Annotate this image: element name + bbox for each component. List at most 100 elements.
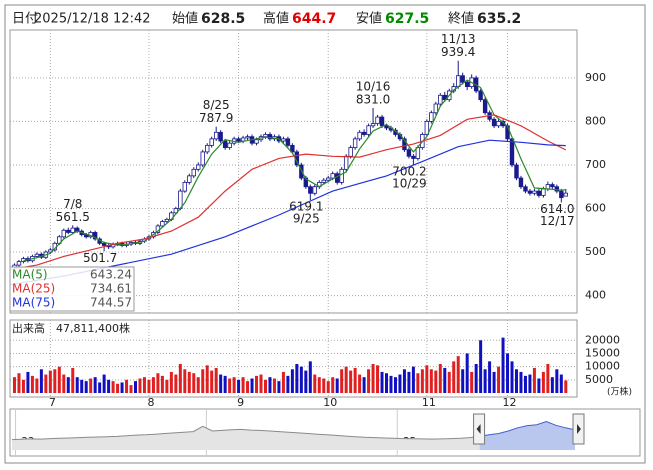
y-tick-label: 900 (585, 71, 606, 84)
volume-bar (219, 374, 223, 393)
volume-bar (349, 370, 353, 393)
candle-body (523, 186, 528, 192)
candle-body (541, 188, 546, 196)
candle-body (321, 179, 326, 183)
volume-bar (317, 377, 321, 393)
candle-body (366, 125, 371, 135)
ma-legend-name: MA(25) (12, 282, 55, 296)
volume-bar (183, 369, 187, 393)
ma-line (9, 139, 566, 286)
volume-bar (546, 364, 550, 393)
candle-body (308, 186, 313, 194)
volume-bar (416, 373, 420, 393)
volume-bar (519, 371, 523, 393)
volume-bar (550, 377, 554, 393)
volume-bar (434, 370, 438, 393)
candle-body (281, 138, 286, 142)
volume-bar (564, 380, 568, 393)
candle-body (70, 227, 75, 233)
volume-bar (174, 374, 178, 393)
header-date: 2025/12/18 12:42 (34, 12, 151, 27)
volume-bar (492, 371, 496, 393)
candle-body (550, 184, 555, 188)
volume-bar (120, 382, 124, 393)
x-tick-label: 12 (503, 396, 517, 409)
volume-bar (57, 366, 61, 393)
volume-bar (210, 370, 214, 393)
volume-tick-label: 5000 (585, 373, 613, 386)
nav-handle-arrow (577, 424, 581, 434)
volume-bar (263, 379, 267, 393)
candle-body (218, 131, 223, 142)
header-open: 628.5 (201, 11, 245, 27)
volume-bar (528, 374, 532, 393)
volume-bar (98, 382, 102, 393)
y-tick-label: 400 (585, 289, 606, 302)
candle-body (482, 99, 488, 114)
volume-bar (398, 374, 402, 393)
volume-bar (514, 369, 518, 393)
candle-body (213, 131, 219, 140)
candle-body (402, 138, 407, 151)
price-panel (9, 29, 578, 314)
volume-bar (313, 374, 317, 393)
annotation-value: 700.2 (392, 164, 426, 178)
volume-bar (340, 369, 344, 393)
volume-bar (452, 361, 456, 393)
volume-bar (479, 340, 483, 393)
volume-bar (295, 364, 299, 393)
volume-bar (537, 378, 541, 393)
volume-bar (196, 377, 200, 393)
candle-body (343, 155, 349, 170)
candle-body (182, 181, 188, 192)
header-close: 635.2 (477, 11, 521, 27)
candle-body (290, 144, 295, 153)
candle-body (442, 94, 447, 101)
volume-bar (30, 375, 34, 393)
volume-tick-label: 15000 (585, 346, 620, 359)
candle-body (173, 208, 179, 214)
y-tick-label: 700 (585, 158, 606, 171)
volume-bar (483, 369, 487, 393)
candle-body (478, 90, 483, 101)
annotation-date: 9/25 (293, 212, 320, 226)
volume-bar (89, 378, 93, 393)
volume-bar (12, 377, 16, 393)
candle-body (326, 177, 331, 181)
volume-bar (277, 381, 281, 393)
volume-bar (506, 353, 510, 393)
volume-bar (523, 375, 527, 393)
candle-body (330, 173, 335, 179)
volume-bar (541, 371, 545, 393)
candle-body (496, 121, 501, 127)
volume-bar (443, 367, 447, 393)
volume-bar (71, 367, 75, 393)
volume-bar (389, 375, 393, 393)
x-tick-label: 10 (323, 396, 337, 409)
volume-latest: 47,811,400株 (56, 321, 130, 335)
annotation-date: 7/8 (63, 197, 82, 211)
volume-bar (420, 369, 424, 393)
volume-title: 出来高 (12, 321, 45, 335)
candle-body (527, 190, 533, 194)
volume-bar (156, 373, 160, 393)
candle-body (456, 75, 461, 88)
header-label: 終値 (448, 11, 474, 27)
volume-bar (322, 378, 326, 393)
header-label: 高値 (263, 11, 289, 27)
volume-bar (299, 366, 303, 393)
candle-body (348, 147, 353, 157)
candle-body (191, 168, 196, 177)
volume-bar (501, 337, 505, 393)
candle-body (245, 136, 250, 139)
annotation-date: 10/29 (392, 176, 427, 190)
candle-body (267, 134, 273, 140)
candle-body (384, 125, 389, 129)
volume-bar (259, 374, 263, 393)
volume-bar (39, 369, 43, 393)
volume-bar (411, 366, 415, 393)
volume-bar (255, 375, 259, 393)
volume-bar (326, 381, 330, 393)
volume-bar (510, 361, 514, 393)
